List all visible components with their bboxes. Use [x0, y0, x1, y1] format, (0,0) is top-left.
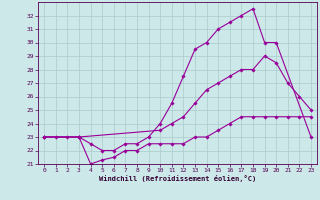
X-axis label: Windchill (Refroidissement éolien,°C): Windchill (Refroidissement éolien,°C)	[99, 175, 256, 182]
